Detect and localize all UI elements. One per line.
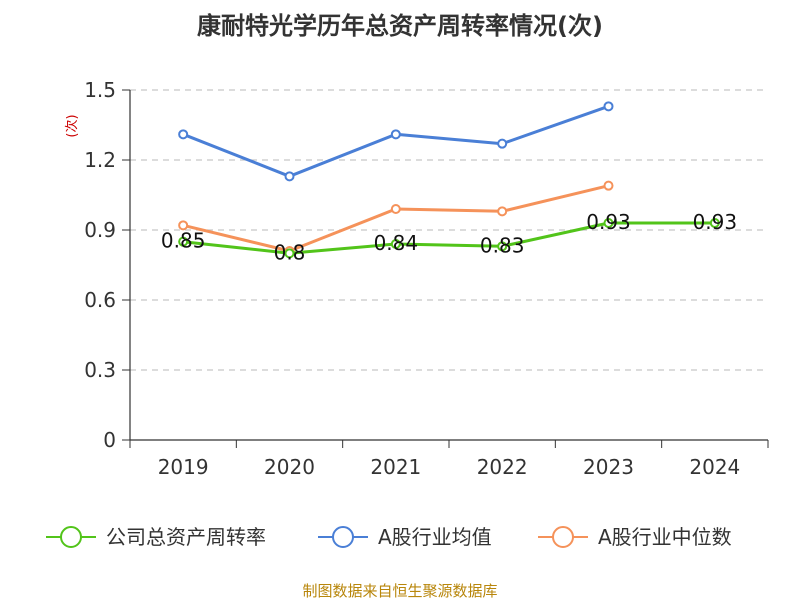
data-label: 0.84 bbox=[374, 231, 419, 255]
legend-label: 公司总资产周转率 bbox=[106, 525, 266, 549]
legend-item-0[interactable]: 公司总资产周转率 bbox=[46, 525, 266, 549]
data-point bbox=[497, 241, 508, 252]
legend[interactable]: 公司总资产周转率 A股行业均值 A股行业中位数 bbox=[46, 525, 732, 549]
series-line-1 bbox=[182, 104, 609, 178]
x-tick-label: 2023 bbox=[583, 455, 634, 479]
data-point bbox=[390, 204, 401, 214]
chart-title: 康耐特光学历年总资产周转率情况(次) bbox=[197, 12, 603, 40]
source-note: 制图数据来自恒生聚源数据库 bbox=[302, 582, 497, 600]
data-point bbox=[178, 236, 189, 247]
data-point bbox=[390, 239, 401, 249]
data-point bbox=[390, 129, 401, 140]
data-labels: 0.85 0.8 0.84 0.83 0.93 0.93 bbox=[161, 210, 737, 264]
y-axis-unit: (次) bbox=[64, 114, 80, 137]
data-label: 0.83 bbox=[480, 233, 525, 257]
data-label: 0.93 bbox=[586, 210, 631, 234]
data-point bbox=[284, 171, 295, 182]
series-layer bbox=[178, 101, 720, 259]
data-point bbox=[497, 206, 508, 217]
data-label: 0.93 bbox=[693, 210, 738, 234]
series-line-0 bbox=[183, 221, 715, 255]
y-tick-label: 1.2 bbox=[84, 148, 116, 172]
legend-swatch-marker bbox=[332, 526, 354, 548]
legend-item-2[interactable]: A股行业中位数 bbox=[538, 525, 732, 549]
grid bbox=[130, 89, 768, 371]
data-point bbox=[603, 101, 614, 112]
y-tick-label: 0 bbox=[103, 428, 116, 452]
y-tick-label: 0.6 bbox=[84, 288, 116, 312]
data-point bbox=[178, 220, 189, 231]
data-label: 0.8 bbox=[274, 240, 306, 264]
data-point bbox=[497, 138, 508, 149]
legend-label: A股行业中位数 bbox=[598, 525, 732, 549]
legend-swatch-marker bbox=[552, 526, 574, 548]
y-tick-label: 0.9 bbox=[84, 218, 116, 242]
legend-swatch-marker bbox=[60, 526, 82, 548]
legend-label: A股行业均值 bbox=[378, 525, 492, 549]
x-tick-label: 2019 bbox=[158, 455, 209, 479]
axes: 0 0.3 0.6 0.9 1.2 1.5 2019 2020 2021 2022 2023 2024 bbox=[84, 78, 769, 479]
legend-item-1[interactable]: A股行业均值 bbox=[318, 525, 492, 549]
y-tick-label: 1.5 bbox=[84, 78, 116, 102]
x-tick-label: 2021 bbox=[370, 455, 421, 479]
x-tick-label: 2022 bbox=[477, 455, 528, 479]
x-tick-label: 2024 bbox=[689, 455, 740, 479]
data-point bbox=[178, 129, 189, 140]
x-tick-label: 2020 bbox=[264, 455, 315, 479]
data-point bbox=[603, 180, 614, 191]
y-tick-label: 0.3 bbox=[84, 358, 116, 382]
data-point bbox=[284, 248, 295, 259]
data-point bbox=[709, 218, 720, 228]
data-label: 0.85 bbox=[161, 229, 206, 253]
data-point bbox=[603, 218, 614, 228]
